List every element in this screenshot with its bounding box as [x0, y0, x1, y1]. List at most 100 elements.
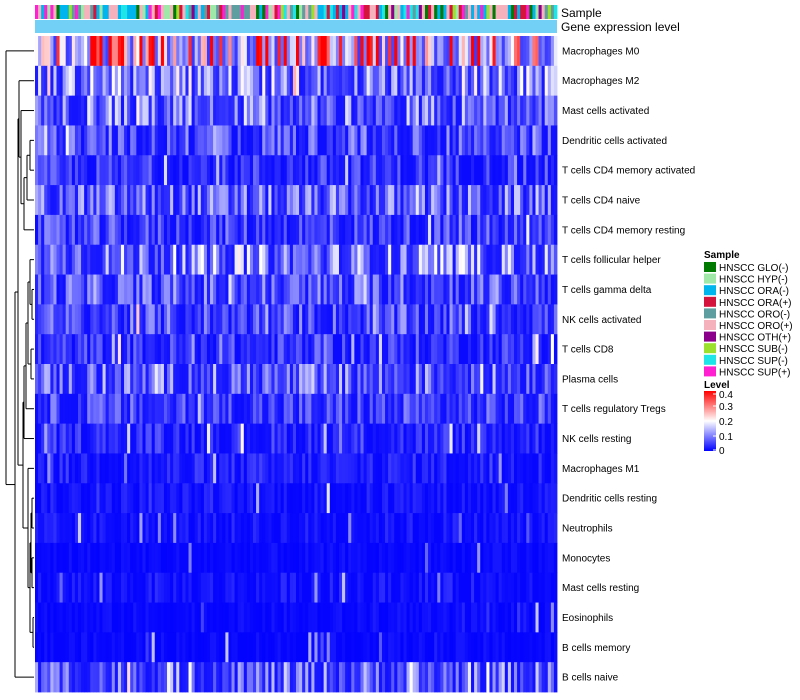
- sample-annotation-cell: [529, 5, 533, 19]
- heatmap-cell: [62, 334, 67, 365]
- heatmap-cell: [538, 304, 543, 335]
- heatmap-cell: [213, 334, 217, 365]
- heatmap-cell: [348, 65, 352, 97]
- heatmap-cell: [464, 155, 469, 186]
- heatmap-cell: [120, 423, 125, 454]
- heatmap-cell: [240, 185, 245, 216]
- heatmap-cell: [366, 662, 371, 693]
- heatmap-cell: [369, 155, 374, 186]
- heatmap-cell: [434, 393, 438, 425]
- heatmap-cell: [210, 542, 214, 574]
- heatmap-cell: [35, 542, 39, 574]
- heatmap-cell: [348, 453, 352, 484]
- heatmap-cell: [446, 483, 450, 514]
- heatmap-cell: [366, 632, 371, 663]
- heatmap-cell: [345, 572, 349, 603]
- heatmap-cell: [210, 423, 214, 454]
- heatmap-cell: [547, 513, 552, 544]
- heatmap-cell: [228, 542, 232, 574]
- heatmap-cell: [477, 304, 481, 335]
- heatmap-cell: [394, 453, 398, 484]
- heatmap-cell: [299, 483, 303, 514]
- heatmap-cell: [320, 244, 325, 275]
- heatmap-cell: [510, 125, 515, 156]
- heatmap-cell: [216, 304, 220, 335]
- heatmap-cell: [495, 602, 500, 633]
- heatmap-cell: [431, 95, 435, 126]
- heatmap-cell: [532, 364, 536, 395]
- heatmap-cell: [249, 483, 254, 514]
- heatmap-cell: [314, 364, 318, 395]
- heatmap-cell: [213, 274, 217, 305]
- heatmap-cell: [176, 214, 180, 246]
- heatmap-cell: [139, 542, 143, 574]
- heatmap-cell: [59, 483, 64, 514]
- heatmap-cell: [271, 453, 275, 484]
- heatmap-cell: [329, 572, 334, 603]
- heatmap-cell: [62, 244, 67, 275]
- heatmap-cell: [111, 453, 116, 484]
- heatmap-cell: [483, 572, 487, 603]
- heatmap-cell: [498, 453, 503, 484]
- sample-annotation-cell: [114, 5, 119, 19]
- sample-annotation-cell: [443, 5, 447, 19]
- heatmap-cell: [332, 155, 337, 186]
- heatmap-cell: [206, 572, 211, 603]
- heatmap-cell: [96, 185, 100, 216]
- heatmap-cell: [520, 364, 524, 395]
- heatmap-cell: [317, 542, 321, 574]
- heatmap-cell: [167, 513, 171, 544]
- heatmap-cell: [449, 572, 453, 603]
- heatmap-cell: [173, 95, 177, 126]
- heatmap-cell: [283, 513, 288, 544]
- heatmap-cell: [84, 662, 88, 693]
- heatmap-cell: [163, 572, 168, 603]
- heatmap-cell: [400, 185, 404, 216]
- heatmap-cell: [41, 244, 45, 275]
- heatmap-cell: [203, 453, 208, 484]
- heatmap-cell: [283, 185, 288, 216]
- heatmap-cell: [194, 214, 199, 246]
- heatmap-cell: [148, 542, 153, 574]
- heatmap-cell: [87, 513, 91, 544]
- heatmap-cell: [65, 155, 70, 186]
- heatmap-cell: [489, 244, 493, 275]
- heatmap-cell: [127, 334, 131, 365]
- heatmap-cell: [124, 483, 128, 514]
- heatmap-cell: [461, 185, 466, 216]
- heatmap-cell: [296, 274, 300, 305]
- heatmap-cell: [99, 274, 103, 305]
- heatmap-cell: [191, 513, 196, 544]
- heatmap-cell: [286, 632, 291, 663]
- heatmap-cell: [329, 423, 334, 454]
- heatmap-cell: [480, 542, 484, 574]
- heatmap-cell: [53, 453, 57, 484]
- heatmap-cell: [529, 542, 533, 574]
- heatmap-cell: [378, 632, 383, 663]
- heatmap-cell: [550, 453, 555, 484]
- heatmap-cell: [68, 632, 73, 663]
- heatmap-cell: [437, 483, 441, 514]
- sample-annotation-cell: [424, 5, 429, 19]
- heatmap-cell: [446, 155, 450, 186]
- heatmap-cell: [418, 423, 423, 454]
- heatmap-cell: [74, 36, 79, 67]
- heatmap-cell: [406, 513, 411, 544]
- heatmap-cell: [320, 65, 325, 97]
- heatmap-cell: [474, 95, 478, 126]
- heatmap-cell: [311, 334, 315, 365]
- heatmap-cell: [437, 632, 441, 663]
- heatmap-cell: [360, 304, 364, 335]
- heatmap-cell: [329, 274, 334, 305]
- heatmap-cell: [360, 334, 364, 365]
- heatmap-cell: [529, 36, 533, 67]
- heatmap-cell: [44, 125, 48, 156]
- heatmap-cell: [225, 572, 229, 603]
- heatmap-cell: [510, 662, 515, 693]
- heatmap-cell: [394, 393, 398, 425]
- heatmap-cell: [415, 632, 420, 663]
- heatmap-cell: [517, 453, 521, 484]
- heatmap-cell: [228, 572, 232, 603]
- heatmap-cell: [87, 274, 91, 305]
- heatmap-cell: [219, 453, 223, 484]
